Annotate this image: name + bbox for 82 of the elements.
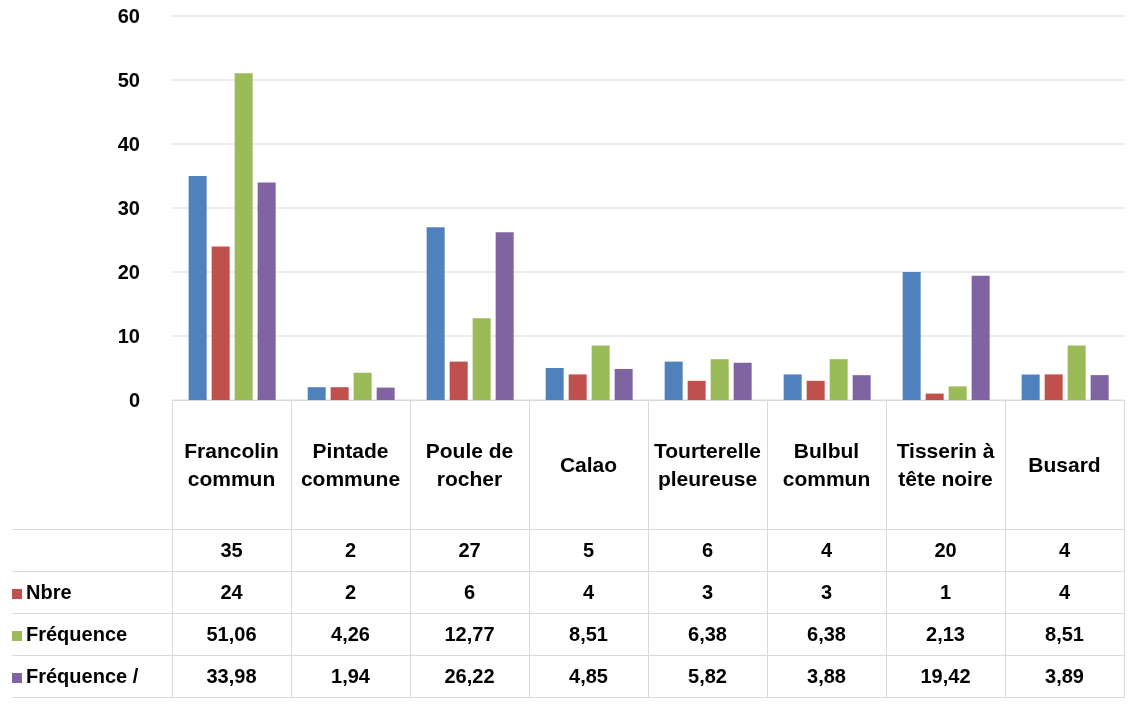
bar xyxy=(1044,374,1063,400)
data-label: 1 xyxy=(886,571,1005,614)
data-label: 51,06 xyxy=(172,613,291,656)
bar xyxy=(591,345,610,400)
bar xyxy=(188,176,207,400)
x-tick-label: Francolin commun xyxy=(172,400,291,530)
data-label: 35 xyxy=(172,529,291,572)
bar xyxy=(948,386,967,400)
y-tick-label: 60 xyxy=(117,5,140,28)
bar xyxy=(710,359,729,400)
bar xyxy=(1067,345,1086,400)
data-label: 5,82 xyxy=(648,655,767,698)
data-label: 3 xyxy=(767,571,886,614)
data-label: 4 xyxy=(1005,571,1124,614)
data-label: 5 xyxy=(529,529,648,572)
bar xyxy=(257,182,276,400)
data-label: 2 xyxy=(291,529,410,572)
data-label: 26,22 xyxy=(410,655,529,698)
data-label: 6,38 xyxy=(767,613,886,656)
legend-label: Fréquence / xyxy=(12,655,172,698)
bar xyxy=(614,368,633,400)
bar xyxy=(449,361,468,400)
y-tick-label: 20 xyxy=(117,261,140,284)
bar xyxy=(664,361,683,400)
data-label: 4 xyxy=(529,571,648,614)
x-tick-label: Calao xyxy=(529,400,648,530)
bar xyxy=(472,318,491,400)
bar xyxy=(1021,374,1040,400)
x-tick-label: Busard xyxy=(1005,400,1124,530)
bar xyxy=(687,380,706,400)
data-label: 6 xyxy=(410,571,529,614)
data-label: 4,26 xyxy=(291,613,410,656)
data-label: 3 xyxy=(648,571,767,614)
x-tick-label: Bulbul commun xyxy=(767,400,886,530)
data-label: 2,13 xyxy=(886,613,1005,656)
data-label: 8,51 xyxy=(529,613,648,656)
x-tick-label: Tisserin à tête noire xyxy=(886,400,1005,530)
y-tick-label: 30 xyxy=(117,197,140,220)
data-label: 4 xyxy=(1005,529,1124,572)
bar xyxy=(307,387,326,400)
bar xyxy=(330,387,349,400)
x-tick-label: Poule de rocher xyxy=(410,400,529,530)
data-label: 1,94 xyxy=(291,655,410,698)
data-label: 4,85 xyxy=(529,655,648,698)
data-label: 6 xyxy=(648,529,767,572)
bar xyxy=(829,359,848,400)
data-label: 3,89 xyxy=(1005,655,1124,698)
data-label: 27 xyxy=(410,529,529,572)
bar xyxy=(376,387,395,400)
data-label: 4 xyxy=(767,529,886,572)
data-label: 12,77 xyxy=(410,613,529,656)
bar xyxy=(783,374,802,400)
bar xyxy=(211,246,230,400)
data-label: 8,51 xyxy=(1005,613,1124,656)
x-tick-label: Tourterelle pleureuse xyxy=(648,400,767,530)
bar xyxy=(495,232,514,400)
bar xyxy=(806,380,825,400)
y-tick-label: 50 xyxy=(117,69,140,92)
data-label: 6,38 xyxy=(648,613,767,656)
bar xyxy=(971,275,990,400)
bar xyxy=(234,73,253,400)
bar xyxy=(568,374,587,400)
data-label: 3,88 xyxy=(767,655,886,698)
bar xyxy=(852,375,871,400)
data-label: 2 xyxy=(291,571,410,614)
x-tick-label: Pintade commune xyxy=(291,400,410,530)
legend-label: Fréquence xyxy=(12,613,172,656)
data-label: 20 xyxy=(886,529,1005,572)
y-tick-label: 40 xyxy=(117,133,140,156)
bar xyxy=(545,368,564,400)
data-label: 19,42 xyxy=(886,655,1005,698)
y-tick-label: 10 xyxy=(117,325,140,348)
bar xyxy=(353,372,372,400)
bar xyxy=(925,393,944,400)
y-tick-label: 0 xyxy=(128,389,140,412)
bar xyxy=(733,362,752,400)
bar xyxy=(902,272,921,400)
data-label: 33,98 xyxy=(172,655,291,698)
data-label: 24 xyxy=(172,571,291,614)
legend-label: Nbre xyxy=(12,571,172,614)
bar xyxy=(426,227,445,400)
bar xyxy=(1090,375,1109,400)
